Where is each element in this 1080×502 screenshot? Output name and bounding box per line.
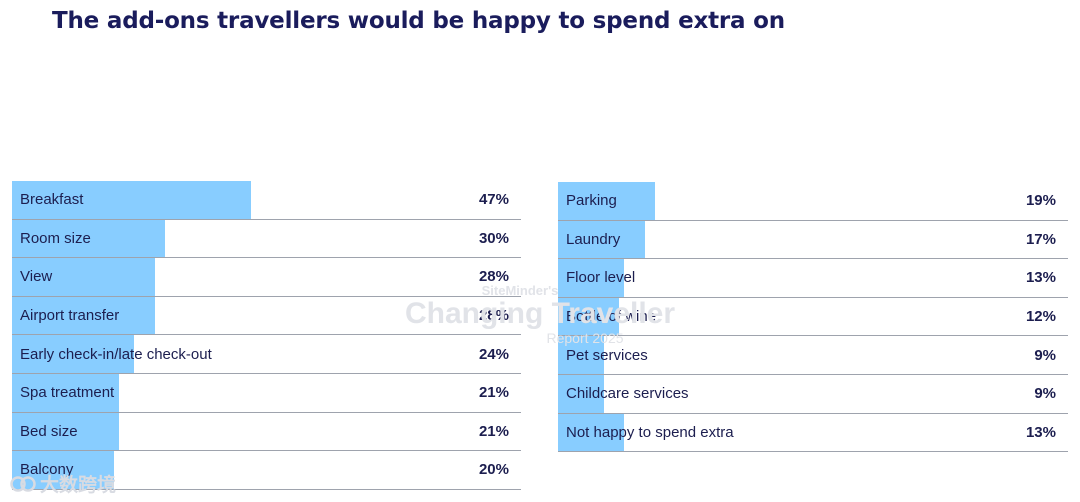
bar-row-floor-level: Floor level 13% (558, 259, 1068, 298)
bar-value-bed-size: 21% (478, 422, 509, 440)
bar-label-pet-services: Pet services (566, 346, 648, 364)
bar-row-spa-treatment: Spa treatment 21% (12, 373, 521, 413)
bar-row-pet-services: Pet services 9% (558, 336, 1068, 375)
bar-pet-services (558, 336, 604, 374)
bar-label-floor-level: Floor level (566, 269, 636, 287)
left-chart-panel: Breakfast 47% Room size 30% View 28% Airport t… (12, 181, 521, 490)
bar-value-parking: 19% (1025, 192, 1056, 210)
bar-value-childcare-services: 9% (1034, 385, 1056, 403)
bar-breakfast (12, 181, 252, 219)
bar-label-bed-size: Bed size (20, 422, 78, 440)
bar-value-pet-services: 9% (1034, 346, 1056, 364)
bar-label-parking: Parking (566, 192, 617, 210)
bar-value-bottle-of-wine: 12% (1025, 308, 1056, 326)
bar-value-early-check-in-late-check-out: 24% (478, 345, 509, 363)
bar-floor-level (558, 259, 625, 297)
bar-value-room-size: 30% (478, 229, 509, 247)
bar-label-bottle-of-wine: Bottle of wine (566, 308, 657, 326)
bar-row-childcare-services: Childcare services 9% (558, 374, 1068, 414)
bar-label-laundry: Laundry (566, 230, 621, 248)
bar-airport-transfer (12, 296, 155, 335)
bar-value-floor-level: 13% (1025, 269, 1056, 287)
bar-label-spa-treatment: Spa treatment (20, 384, 115, 402)
bar-bottle-of-wine (558, 297, 620, 336)
bar-label-breakfast: Breakfast (20, 191, 84, 209)
bar-label-not-happy-to-spend-extra: Not happy to spend extra (566, 423, 734, 441)
bar-row-airport-transfer: Airport transfer 28% (12, 296, 521, 336)
bar-label-room-size: Room size (20, 229, 91, 247)
bar-spa-treatment (12, 373, 119, 412)
bar-label-airport-transfer: Airport transfer (20, 307, 120, 325)
bar-laundry (558, 220, 645, 259)
bar-parking (558, 182, 655, 220)
right-chart-panel: Parking 19% Laundry 17% Floor level 13% Bottle… (558, 182, 1068, 453)
bar-row-laundry: Laundry 17% (558, 220, 1068, 260)
bar-row-bed-size: Bed size 21% (12, 412, 521, 452)
bar-value-not-happy-to-spend-extra: 13% (1025, 423, 1056, 441)
bar-value-breakfast: 47% (478, 191, 509, 209)
bar-row-early-check-in-late-check-out: Early check-in/late check-out 24% (12, 335, 521, 374)
bar-row-parking: Parking 19% (558, 182, 1068, 221)
bar-value-view: 28% (478, 268, 509, 286)
bar-room-size (12, 219, 165, 258)
bar-label-early-check-in-late-check-out: Early check-in/late check-out (20, 345, 212, 363)
bar-childcare-services (558, 374, 604, 413)
bar-row-bottle-of-wine: Bottle of wine 12% (558, 297, 1068, 337)
bar-row-breakfast: Breakfast 47% (12, 181, 521, 220)
bar-not-happy-to-spend-extra (558, 413, 625, 452)
bar-bed-size (12, 412, 119, 451)
bar-value-spa-treatment: 21% (478, 384, 509, 402)
bar-row-room-size: Room size 30% (12, 219, 521, 259)
bar-label-childcare-services: Childcare services (566, 385, 689, 403)
bar-view (12, 258, 155, 296)
bar-value-balcony: 20% (478, 461, 509, 479)
chart-title: The add-ons travellers would be happy to… (52, 8, 785, 34)
bar-row-view: View 28% (12, 258, 521, 297)
bar-row-not-happy-to-spend-extra: Not happy to spend extra 13% (558, 413, 1068, 453)
bar-row-balcony: Balcony 20% (12, 451, 521, 490)
bar-value-airport-transfer: 28% (478, 307, 509, 325)
bar-value-laundry: 17% (1025, 230, 1056, 248)
bar-label-view: View (20, 268, 53, 286)
bar-early-check-in-late-check-out (12, 335, 135, 373)
bar-label-balcony: Balcony (20, 461, 74, 479)
